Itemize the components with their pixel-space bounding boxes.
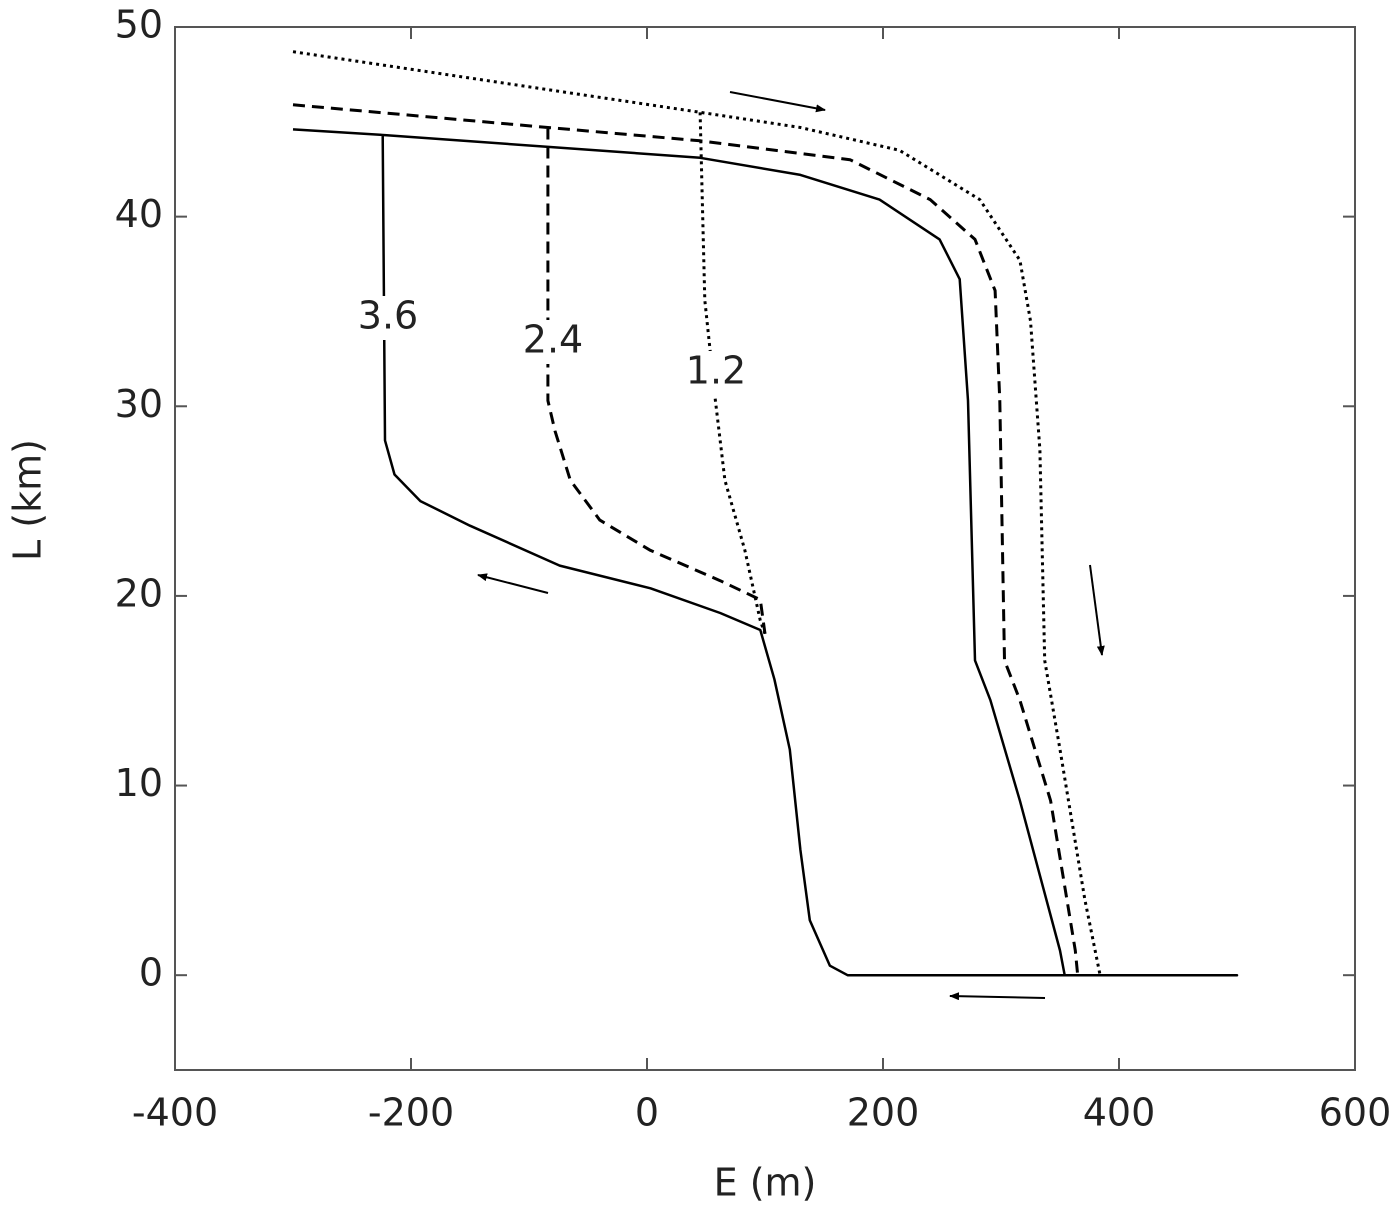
- label-bg: [519, 320, 587, 364]
- arrow: [1089, 564, 1105, 656]
- y-tick-label: 20: [115, 571, 163, 615]
- arrows: [477, 91, 1105, 1001]
- y-tick-label: 40: [115, 192, 163, 236]
- x-tick-label: 400: [1083, 1091, 1156, 1135]
- series-line: [292, 103, 1080, 976]
- arrow: [949, 992, 1046, 1001]
- y-tick-label: 10: [115, 761, 163, 805]
- y-axis-title: L (km): [6, 439, 50, 561]
- series-label: 2.4: [523, 318, 583, 362]
- x-tick-label: 200: [847, 1091, 920, 1135]
- series-label: 3.6: [358, 294, 418, 338]
- x-tick-label: 0: [635, 1091, 659, 1135]
- label-bg: [354, 296, 422, 340]
- y-tick-label: 50: [115, 3, 163, 47]
- series-line: [292, 128, 1239, 977]
- plot-frame: [174, 26, 1356, 1071]
- y-tick-label: 30: [115, 382, 163, 426]
- series-line: [292, 50, 1102, 976]
- y-tick-label: 0: [139, 951, 163, 995]
- series-label: 1.2: [686, 349, 746, 393]
- arrow: [729, 91, 826, 113]
- x-tick-label: 600: [1319, 1091, 1392, 1135]
- x-tick-label: -400: [132, 1091, 218, 1135]
- arrow: [477, 573, 549, 594]
- x-tick-label: -200: [368, 1091, 454, 1135]
- x-axis-title: E (m): [714, 1161, 817, 1205]
- label-bg: [682, 351, 750, 395]
